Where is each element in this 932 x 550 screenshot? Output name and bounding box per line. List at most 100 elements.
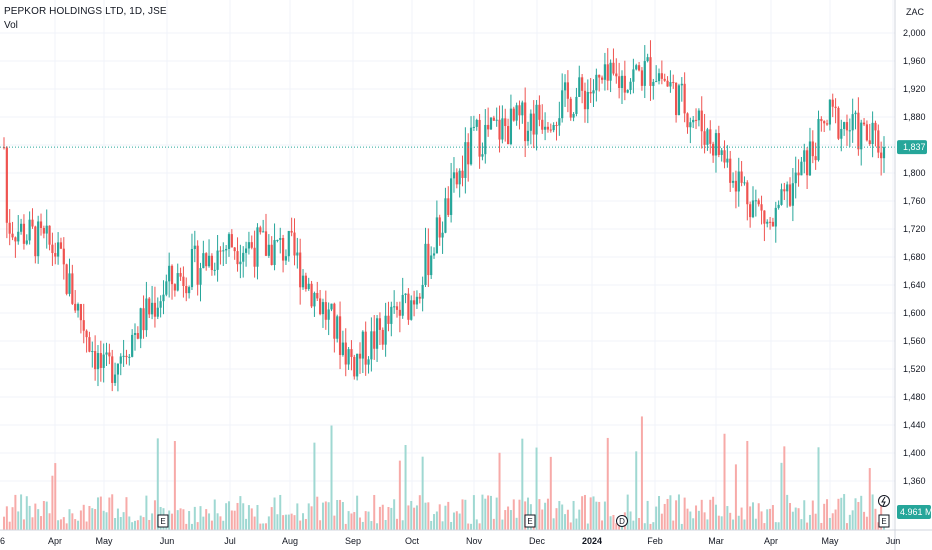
volume-bar — [415, 505, 418, 530]
candle-body — [435, 217, 438, 254]
volume-bar — [208, 513, 211, 530]
volume-bar — [358, 517, 361, 530]
candle-body — [529, 113, 532, 131]
candle-body — [170, 265, 174, 285]
volume-bar — [116, 508, 119, 530]
x-tick-label-edge: 6 — [0, 536, 5, 546]
symbol-title[interactable]: PEPKOR HOLDINGS LTD, 1D, JSE — [4, 6, 167, 17]
volume-bar — [754, 518, 757, 530]
candle-body — [649, 57, 652, 86]
volume-bar — [831, 513, 834, 530]
candle-body — [393, 306, 396, 308]
candle-body — [740, 171, 743, 183]
candle-body — [401, 294, 404, 316]
candle-body — [361, 331, 364, 359]
candle-body — [820, 118, 823, 122]
candle-body — [99, 353, 102, 368]
x-tick-label: Jun — [886, 536, 901, 546]
volume-bar — [598, 501, 601, 530]
volume-bar — [145, 495, 148, 530]
volume-bar — [828, 517, 831, 530]
volume-bar — [612, 514, 615, 530]
candle-body — [290, 230, 293, 233]
volume-bar — [646, 500, 649, 530]
last-volume-tag — [897, 505, 931, 519]
candle-body — [216, 250, 219, 270]
candle-body — [219, 250, 222, 252]
volume-bar — [236, 502, 239, 530]
volume-bar — [860, 495, 863, 530]
candle-body — [330, 303, 333, 310]
x-tick-label: Apr — [764, 536, 778, 546]
volume-bar — [324, 501, 327, 530]
candle-body — [96, 353, 100, 370]
candle-body — [544, 126, 547, 130]
volume-bar — [62, 517, 65, 530]
volume-bar — [706, 519, 709, 530]
candle-body — [375, 318, 379, 349]
currency-label: ZAC — [906, 7, 925, 17]
candle-body — [561, 90, 564, 119]
candle-body — [487, 124, 490, 130]
volume-bar — [225, 503, 228, 530]
x-tick-label: Jul — [224, 536, 236, 546]
candle-body — [319, 298, 322, 315]
event-label: D — [619, 517, 625, 526]
candle-body — [133, 333, 137, 335]
candle-body — [478, 119, 481, 157]
volume-bar — [714, 504, 717, 530]
candle-body — [48, 225, 51, 245]
candle-body — [68, 273, 71, 294]
candle-body — [546, 126, 550, 130]
candle-body — [603, 64, 607, 80]
volume-bar — [119, 517, 122, 530]
volume-bar — [330, 425, 333, 530]
volume-bar — [851, 510, 854, 530]
candle-body — [504, 118, 507, 127]
candle-body — [714, 133, 718, 156]
candle-body — [427, 243, 430, 276]
candle-body — [432, 253, 436, 256]
candle-body — [367, 359, 370, 365]
candle-body — [734, 180, 738, 192]
volume-bar — [589, 497, 592, 530]
volume-bar — [45, 501, 48, 530]
candle-body — [205, 253, 208, 267]
candle-body — [165, 281, 168, 295]
volume-bar — [396, 518, 399, 530]
volume-bar — [686, 508, 689, 530]
candle-body — [438, 217, 441, 238]
candle-body — [626, 89, 629, 93]
candle-body — [481, 154, 484, 157]
candle-body — [800, 161, 803, 176]
candle-body — [871, 122, 874, 145]
volume-bar — [247, 505, 250, 530]
candle-body — [874, 122, 877, 131]
volume-bar — [427, 502, 430, 530]
volume-bar — [595, 501, 598, 530]
candle-body — [831, 99, 834, 107]
candle-body — [338, 316, 342, 355]
candle-body — [441, 232, 444, 238]
candle-body — [797, 172, 800, 176]
candle-body — [458, 170, 461, 185]
earnings-marker — [878, 514, 890, 528]
volume-bar — [786, 494, 789, 530]
volume-bar — [424, 502, 427, 530]
volume-bar — [712, 496, 715, 530]
candle-body — [495, 119, 498, 121]
candle-body — [683, 83, 686, 114]
candle-body — [843, 122, 846, 129]
candle-body — [264, 231, 268, 256]
candle-body — [424, 243, 427, 285]
candle-body — [663, 78, 666, 81]
candle-body — [22, 223, 26, 244]
candle-body — [156, 307, 159, 317]
volume-bar — [581, 496, 584, 530]
volume-bar — [771, 505, 774, 530]
volume-bar — [677, 494, 680, 530]
y-tick-label: 1,880 — [903, 112, 926, 122]
volume-bar — [367, 511, 370, 530]
